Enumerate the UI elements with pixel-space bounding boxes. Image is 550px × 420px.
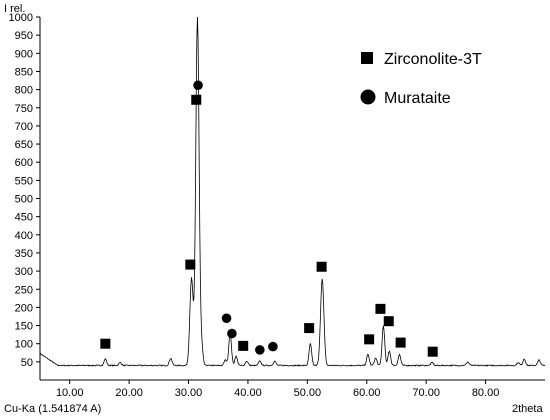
y-tick-label: 300 <box>15 266 33 278</box>
diffraction-pattern-line <box>39 16 546 367</box>
legend: Zirconolite-3T Murataite <box>360 51 482 107</box>
y-tick-label: 750 <box>15 103 33 115</box>
x-tick-label: 70.00 <box>412 387 440 399</box>
y-tick-label: 150 <box>15 321 33 333</box>
zirconolite-marker <box>238 340 249 351</box>
zirconolite-marker <box>100 338 111 349</box>
y-axis-label: I rel. <box>4 3 25 15</box>
y-tick-label: 250 <box>15 284 33 296</box>
x-tick-label: 80.00 <box>472 387 500 399</box>
y-tick-label: 600 <box>15 157 33 169</box>
y-tick-label: 200 <box>15 302 33 314</box>
radiation-label: Cu-Ka (1.541874 A) <box>4 403 101 415</box>
x-tick-label: 30.00 <box>175 387 203 399</box>
murataite-marker <box>221 313 232 324</box>
y-tick-label: 700 <box>15 121 33 133</box>
y-axis-ticks: 50 100 150 200 250 300 350 400 450 500 550 600 650 70… <box>9 12 40 369</box>
y-tick-label: 950 <box>15 30 33 42</box>
legend-label-murataite: Murataite <box>384 90 451 107</box>
y-tick-label: 450 <box>15 212 33 224</box>
zirconolite-marker <box>185 259 196 270</box>
y-tick-label: 350 <box>15 248 33 260</box>
murataite-marker <box>268 341 278 352</box>
legend-circle-marker <box>360 89 376 105</box>
y-tick-label: 650 <box>15 139 33 151</box>
y-tick-label: 800 <box>15 85 33 97</box>
murataite-marker <box>193 80 203 91</box>
y-tick-label: 850 <box>15 66 33 78</box>
y-tick-label: 50 <box>21 357 33 369</box>
x-tick-label: 10.00 <box>56 387 84 399</box>
y-tick-label: 900 <box>15 48 33 60</box>
legend-label-zirconolite: Zirconolite-3T <box>384 51 482 68</box>
phase-markers <box>100 80 438 357</box>
y-tick-label: 550 <box>15 175 33 187</box>
zirconolite-marker <box>375 303 386 314</box>
x-tick-label: 40.00 <box>234 387 262 399</box>
y-tick-label: 500 <box>15 194 33 206</box>
zirconolite-marker <box>304 323 315 334</box>
y-tick-label: 400 <box>15 230 33 242</box>
x-tick-label: 20.00 <box>115 387 143 399</box>
x-tick-label: 50.00 <box>294 387 322 399</box>
zirconolite-marker <box>191 94 202 105</box>
zirconolite-marker <box>395 337 406 348</box>
x-axis-ticks: 10.00 20.00 30.00 40.00 50.00 60.00 70.00 80.00 <box>56 380 499 399</box>
murataite-marker <box>255 345 265 355</box>
zirconolite-marker <box>383 316 394 327</box>
zirconolite-marker <box>427 346 438 357</box>
legend-square-marker <box>361 52 373 64</box>
murataite-marker <box>227 328 237 339</box>
y-tick-label: 1000 <box>9 12 33 24</box>
y-tick-label: 100 <box>15 339 33 351</box>
zirconolite-marker <box>364 334 375 345</box>
x-tick-label: 60.00 <box>353 387 381 399</box>
zirconolite-marker <box>316 261 327 272</box>
x-axis-label: 2theta <box>512 403 543 415</box>
